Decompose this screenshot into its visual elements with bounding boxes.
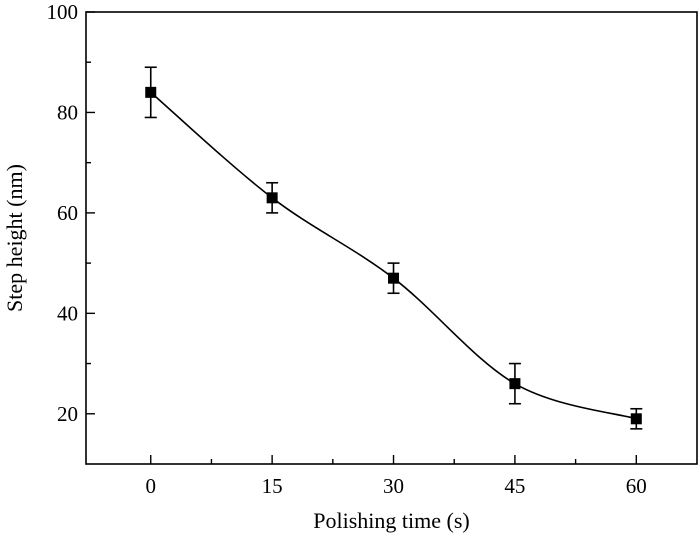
y-axis-label: Step height (nm) xyxy=(2,164,27,312)
plot-frame xyxy=(85,11,698,465)
y-tick-label: 40 xyxy=(57,301,78,325)
y-tick-label: 100 xyxy=(47,0,79,24)
y-axis-ticks: 20 40 60 80 100 xyxy=(47,0,95,426)
x-axis-label: Polishing time (s) xyxy=(313,508,469,533)
y-tick-label: 60 xyxy=(57,201,78,225)
y-tick-label: 80 xyxy=(57,100,78,124)
data-point xyxy=(145,86,157,98)
data-point xyxy=(509,378,521,390)
x-tick-label: 60 xyxy=(626,474,647,498)
data-point xyxy=(388,272,400,284)
x-axis-ticks: 0 15 30 45 60 xyxy=(145,455,647,498)
data-point xyxy=(630,413,642,425)
x-tick-label: 30 xyxy=(383,474,404,498)
x-tick-label: 15 xyxy=(262,474,283,498)
fit-curve xyxy=(150,91,637,420)
y-tick-label: 20 xyxy=(57,402,78,426)
series-layer xyxy=(144,66,643,430)
data-point xyxy=(266,192,278,204)
x-tick-label: 45 xyxy=(504,474,525,498)
x-tick-label: 0 xyxy=(145,474,156,498)
plot-border xyxy=(85,11,698,465)
